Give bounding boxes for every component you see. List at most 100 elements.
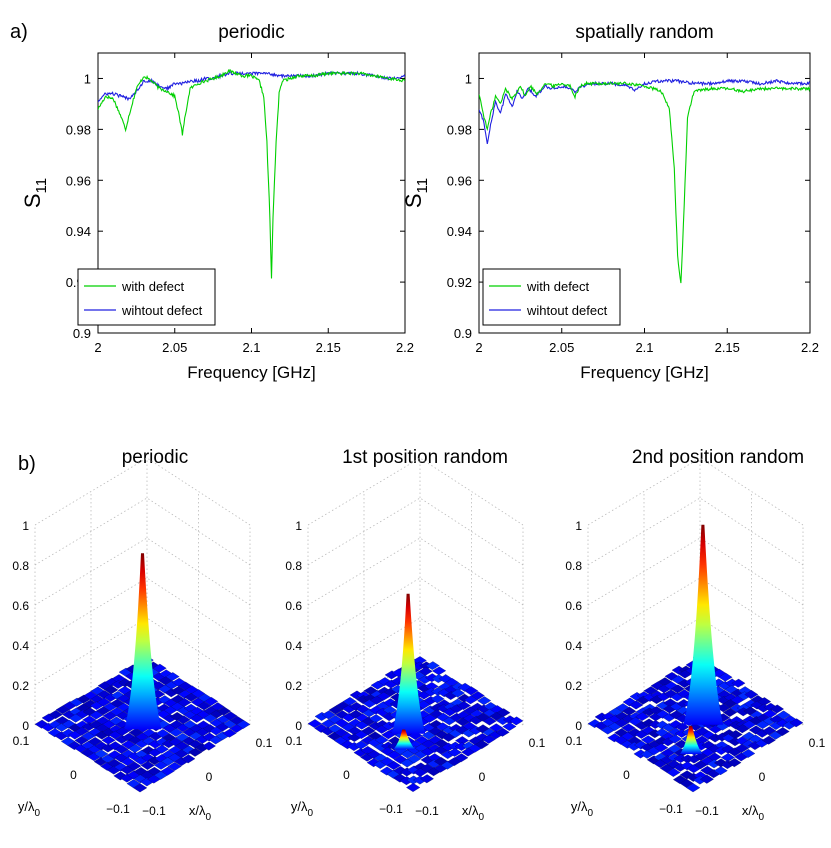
legend-box [482,268,621,326]
grid-line [307,617,524,686]
surface-cell [686,783,701,793]
grid-line [34,537,251,606]
y-tick-label: −0.1 [659,802,683,816]
grid-line [307,457,524,526]
series-line-with-defect [98,68,405,279]
surface-cell [776,710,791,720]
surface-cell [152,663,167,673]
y-axis-label-main: y/λ [571,799,588,814]
surface-cell [104,685,119,695]
surface-peak [124,553,162,730]
surface-cell [482,716,497,726]
surface-cell [181,754,196,764]
y-tick-label: 0.94 [447,224,472,239]
surface-chart-3: 2nd position random00.20.40.60.810.10−0.… [565,447,825,823]
surface-cell [635,712,650,721]
surface-cell [236,720,251,729]
legend-label: wihtout defect [121,303,203,318]
surface-cell [622,706,637,716]
z-tick-label: 0.6 [565,599,582,613]
surface-cell [454,753,469,763]
x-axis-label-main: x/λ [462,803,479,818]
surface-cell [321,710,336,720]
surface-cell [728,730,743,739]
x-tick-label: 0.1 [809,736,826,750]
surface-cell [210,702,225,712]
surface-cell [167,762,182,771]
grid-line [34,497,251,566]
grid-line [307,497,524,566]
y-axis-label-main: S [401,193,426,208]
grid-line [587,537,804,606]
surface-cell [120,757,135,767]
surface-cell [74,726,89,736]
surface-cell [763,709,778,719]
surface-cell [718,672,733,682]
surface-cell [160,766,175,776]
z-tick-label: 0.4 [565,639,582,653]
x-axis-label: x/λ0 [189,803,212,823]
surface-cell [477,696,492,706]
surface-cell [666,768,681,777]
surface-title: 1st position random [342,447,508,468]
y-tick-label: 0.92 [447,275,472,290]
surface-cell [418,666,433,676]
series-line-without-defect [479,78,810,145]
surface-cell [133,783,148,793]
legend: with defect wihtout defect [77,268,216,326]
surface-cell [629,700,644,710]
y-tick-label: 0 [343,768,350,782]
y-axis-label-main: y/λ [291,799,308,814]
y-tick-label: 0.98 [447,122,472,137]
surface-cell [456,701,471,710]
x-axis-label-sub: 0 [479,812,485,823]
x-tick-label: 0.1 [256,736,273,750]
surface-cell [654,743,669,753]
y-tick-label: 0.94 [66,224,91,239]
panel-label-a: a) [10,21,28,43]
x-tick-label: 2.05 [549,340,574,355]
legend-label: wihtout defect [526,303,608,318]
x-tick-label: −0.1 [415,804,439,818]
z-tick-label: 1 [22,519,29,533]
y-axis-label-sub: 11 [33,178,50,194]
z-tick-label: 0.6 [12,599,29,613]
z-tick-label: 0 [22,719,29,733]
surface-cell [464,686,479,696]
surface-cell [101,735,116,745]
x-axis-label-main: x/λ [189,803,206,818]
surface-cell [407,754,422,764]
line-chart-2: spatially random 2 2.05 2.1 2.15 2.2 0.9 0.92 0.… [401,22,819,382]
y-axis-label: S11 [20,178,50,208]
surface-cell [670,684,685,694]
z-tick-label: 0.2 [565,679,582,693]
z-tick-label: 0.2 [12,679,29,693]
surface-cell [432,666,447,676]
surface-cell [114,744,129,754]
y-axis-label-main: S [20,193,45,208]
surface-cell [197,701,212,711]
z-tick-label: 0 [575,719,582,733]
surface-chart-2: 1st position random00.20.40.60.810.10−0.… [285,447,545,823]
surface-cell [713,766,728,776]
surface-cell [217,706,231,716]
surface-cell [744,690,759,699]
grid-line [587,457,804,526]
y-axis-label-main: y/λ [18,799,35,814]
surface-cell [386,761,401,770]
surface-cell [202,741,216,751]
line-charts: periodic22.052.12.152.20.90.920.940.960.… [20,22,819,382]
surface-cell [354,740,369,750]
surface-cell [720,753,735,762]
z-tick-label: 0.8 [285,559,302,573]
z-tick-label: 0.2 [285,679,302,693]
y-axis-label: y/λ0 [291,799,314,819]
x-tick-label: 2.2 [801,340,819,355]
y-axis-label-sub: 0 [588,808,594,819]
surface-cell [447,748,462,757]
surface-cell [762,726,777,736]
y-tick-label: 0.9 [73,326,91,341]
grid-line [307,537,524,606]
series-line-with-defect [479,80,810,284]
